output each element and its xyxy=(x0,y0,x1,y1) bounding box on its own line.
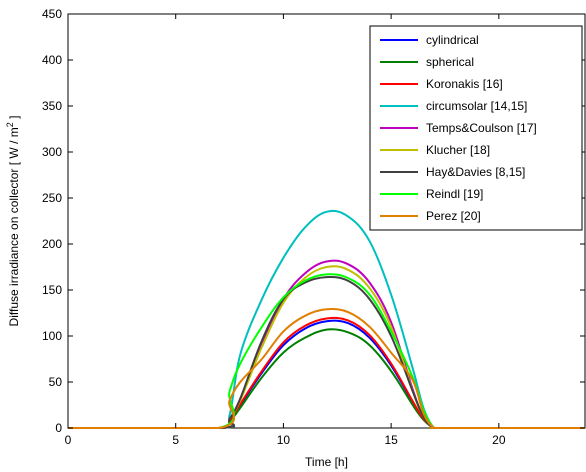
legend-label: spherical xyxy=(426,55,474,69)
y-axis-label-end: ] xyxy=(7,116,21,123)
y-axis-label: Diffuse irradiance on collector [ W / m2… xyxy=(5,116,21,327)
x-tick-label: 20 xyxy=(492,433,506,447)
legend-label: Temps&Coulson [17] xyxy=(426,121,537,135)
legend-label: Koronakis [16] xyxy=(426,77,503,91)
legend-label: Reindl [19] xyxy=(426,187,483,201)
y-tick-label: 300 xyxy=(42,145,62,159)
y-tick-label: 50 xyxy=(49,375,63,389)
legend-label: Hay&Davies [8,15] xyxy=(426,165,525,179)
x-tick-label: 5 xyxy=(172,433,179,447)
y-tick-label: 100 xyxy=(42,329,62,343)
y-axis-label-text: Diffuse irradiance on collector [ W / m xyxy=(7,127,21,326)
x-tick-label: 10 xyxy=(277,433,291,447)
legend-label: Perez [20] xyxy=(426,209,481,223)
legend-label: circumsolar [14,15] xyxy=(426,99,527,113)
y-tick-label: 200 xyxy=(42,237,62,251)
series-layer xyxy=(68,209,585,430)
series-line-8 xyxy=(68,308,585,430)
y-tick-label: 0 xyxy=(55,421,62,435)
x-tick-label: 0 xyxy=(65,433,72,447)
y-tick-label: 450 xyxy=(42,7,62,21)
y-tick-label: 150 xyxy=(42,283,62,297)
legend: cylindrical spherical Koronakis [16] circum… xyxy=(369,25,583,231)
legend-label: Klucher [18] xyxy=(426,143,490,157)
legend-label: cylindrical xyxy=(426,33,479,47)
y-axis-label-superscript: 2 xyxy=(5,122,15,127)
y-tick-label: 250 xyxy=(42,191,62,205)
x-axis-label: Time [h] xyxy=(305,455,348,469)
y-tick-label: 400 xyxy=(42,53,62,67)
y-tick-label: 350 xyxy=(42,99,62,113)
x-tick-label: 15 xyxy=(384,433,398,447)
